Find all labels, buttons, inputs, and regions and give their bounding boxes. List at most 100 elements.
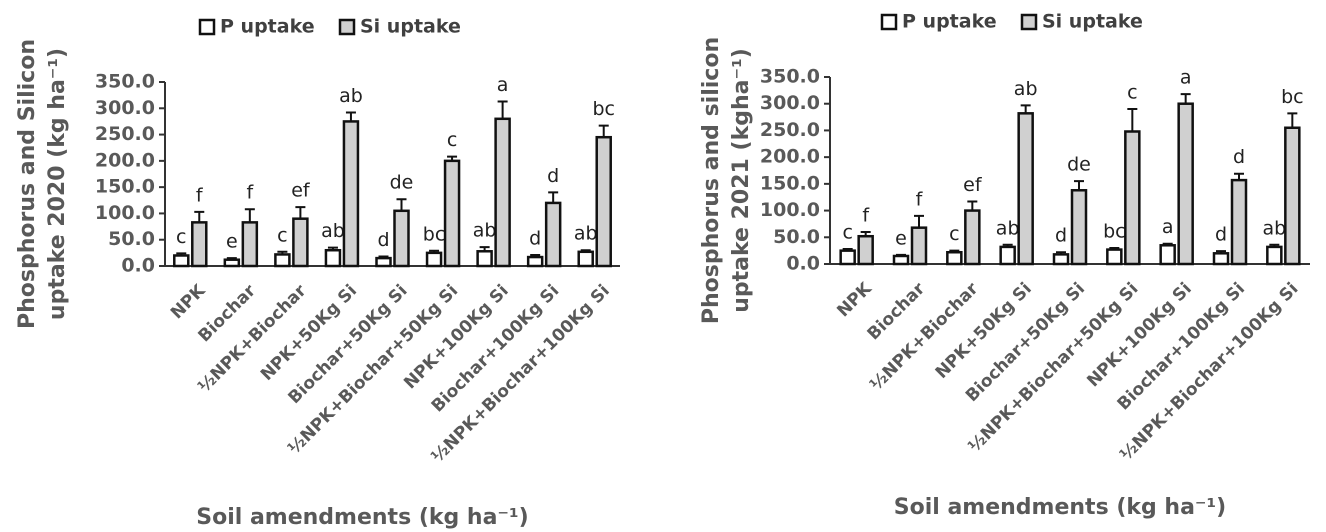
bar xyxy=(223,258,241,268)
significance-letter: ab xyxy=(1262,217,1286,239)
significance-letter: f xyxy=(196,184,204,206)
significance-letter: ab xyxy=(473,220,497,242)
error-bar xyxy=(548,191,559,203)
significance-letter: de xyxy=(390,172,414,194)
bar xyxy=(946,250,963,266)
error-bar xyxy=(429,249,440,253)
significance-letter: c xyxy=(447,129,457,151)
significance-letter: a xyxy=(497,74,509,96)
error-bar xyxy=(176,252,187,256)
y-tick-label: 250.0 xyxy=(760,119,820,141)
significance-letter: ab xyxy=(574,223,598,245)
y-tick-label: 100.0 xyxy=(760,199,820,221)
error-bar xyxy=(327,246,338,251)
bar xyxy=(324,248,342,268)
error-bar xyxy=(1127,108,1138,132)
significance-letter: d xyxy=(377,229,389,251)
error-bar xyxy=(1162,242,1173,246)
x-tick-label: NPK xyxy=(833,278,876,321)
y-tick-label: 200.0 xyxy=(760,146,820,168)
error-bar xyxy=(277,250,288,255)
bar xyxy=(342,120,360,268)
bar xyxy=(577,250,594,268)
bar xyxy=(393,209,410,268)
bar xyxy=(892,254,910,266)
error-bar xyxy=(295,206,306,219)
legend-label: P uptake xyxy=(220,16,315,38)
bar xyxy=(1284,126,1301,266)
bar xyxy=(1159,244,1176,266)
x-tick-label: NPK+50Kg Si xyxy=(932,279,1036,383)
bar xyxy=(910,226,928,266)
significance-letter: f xyxy=(246,182,254,204)
error-bar xyxy=(345,111,356,122)
significance-letter: bc xyxy=(1281,86,1304,108)
bar xyxy=(425,251,443,268)
bar xyxy=(191,221,208,268)
y-tick-label: 100.0 xyxy=(95,202,155,224)
y-tick-label: 350.0 xyxy=(760,66,820,88)
bar xyxy=(241,221,259,268)
legend-swatch xyxy=(338,18,356,36)
bar xyxy=(375,256,392,268)
error-bar xyxy=(1180,93,1191,104)
significance-letter: f xyxy=(862,204,870,226)
bar xyxy=(964,209,981,266)
y-tick-label: 250.0 xyxy=(95,123,155,145)
significance-letter: ab xyxy=(339,85,363,107)
error-bar xyxy=(914,214,924,228)
significance-letter: ab xyxy=(1014,78,1038,100)
legend-label: P uptake xyxy=(902,11,997,33)
error-bar xyxy=(497,100,508,119)
error-bar xyxy=(396,198,407,211)
y-axis-title: Phosphorus and silicon xyxy=(699,37,724,324)
x-tick-label: NPK xyxy=(167,280,210,323)
legend-swatch xyxy=(1020,13,1038,31)
significance-letter: ef xyxy=(963,174,983,196)
bar xyxy=(839,249,856,266)
significance-letter: c xyxy=(1127,82,1137,104)
significance-letter: e xyxy=(895,227,907,249)
legend-label: Si uptake xyxy=(360,16,461,38)
significance-letter: ab xyxy=(321,220,345,242)
error-bar xyxy=(447,155,458,161)
y-tick-label: 200.0 xyxy=(95,149,155,171)
bar xyxy=(595,135,612,268)
significance-letter: d xyxy=(1233,146,1245,168)
significance-letter: ef xyxy=(291,180,311,202)
significance-letter: d xyxy=(1215,224,1227,246)
bar xyxy=(1070,189,1088,266)
bar xyxy=(443,159,461,268)
legend-swatch xyxy=(880,13,898,31)
significance-letter: bc xyxy=(592,98,615,120)
bar xyxy=(1106,248,1123,266)
bar xyxy=(494,117,511,268)
bar xyxy=(544,201,562,268)
bar xyxy=(999,245,1016,266)
error-bar xyxy=(1109,246,1120,250)
error-bar xyxy=(949,249,960,253)
bar xyxy=(292,217,309,268)
significance-letter: f xyxy=(916,188,924,210)
y-axis-title: uptake 2020 (kg ha⁻¹) xyxy=(45,48,70,320)
error-bar xyxy=(598,124,609,138)
y-axis-title: Phosphorus and Silicon xyxy=(15,39,40,329)
error-bar xyxy=(842,248,853,251)
y-tick-label: 150.0 xyxy=(760,172,820,194)
significance-letter: bc xyxy=(1103,220,1126,242)
significance-letter: a xyxy=(1180,67,1192,89)
error-bar xyxy=(1287,112,1298,128)
error-bar xyxy=(1269,243,1280,247)
bar xyxy=(1017,112,1034,266)
significance-letter: d xyxy=(1055,225,1067,247)
bar xyxy=(526,255,544,268)
significance-letter: e xyxy=(226,231,238,253)
error-bar xyxy=(580,249,591,252)
error-bar xyxy=(896,253,906,256)
error-bar xyxy=(967,200,978,211)
bar xyxy=(857,234,874,266)
x-axis-title: Soil amendments (kg ha⁻¹) xyxy=(894,495,1226,520)
error-bar xyxy=(1020,104,1031,114)
bar xyxy=(1212,252,1230,266)
